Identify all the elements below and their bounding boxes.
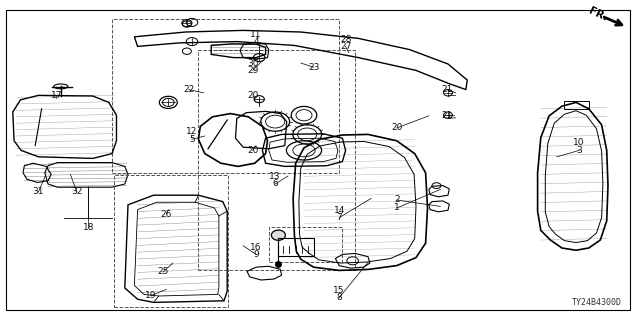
Text: FR.: FR. bbox=[588, 6, 609, 23]
Text: 30: 30 bbox=[247, 59, 259, 68]
Text: 8: 8 bbox=[337, 293, 342, 302]
Text: 10: 10 bbox=[573, 138, 585, 147]
Bar bbox=[278, 238, 314, 256]
Text: 11: 11 bbox=[250, 30, 262, 39]
Text: 20: 20 bbox=[391, 124, 403, 132]
Text: 2: 2 bbox=[394, 196, 399, 204]
Text: 3: 3 bbox=[577, 146, 582, 155]
Text: 29: 29 bbox=[247, 66, 259, 75]
Text: 22: 22 bbox=[183, 85, 195, 94]
Text: 7: 7 bbox=[337, 213, 342, 222]
Bar bbox=[564, 101, 589, 109]
Text: 4: 4 bbox=[253, 37, 259, 46]
Text: 16: 16 bbox=[250, 243, 262, 252]
Text: 21: 21 bbox=[441, 111, 452, 120]
Text: 20: 20 bbox=[247, 146, 259, 155]
Text: 23: 23 bbox=[308, 63, 319, 72]
Text: 25: 25 bbox=[157, 268, 169, 276]
Text: 14: 14 bbox=[333, 206, 345, 215]
Text: 15: 15 bbox=[333, 286, 345, 295]
Text: 13: 13 bbox=[269, 172, 281, 181]
Text: 26: 26 bbox=[161, 210, 172, 219]
Text: 18: 18 bbox=[83, 223, 94, 232]
Text: 21: 21 bbox=[441, 85, 452, 94]
Text: 6: 6 bbox=[273, 180, 278, 188]
Text: 9: 9 bbox=[253, 250, 259, 259]
Text: 1: 1 bbox=[394, 204, 399, 212]
Bar bbox=[114, 175, 228, 307]
Bar bbox=[112, 19, 339, 173]
Text: 31: 31 bbox=[33, 188, 44, 196]
Text: 5: 5 bbox=[189, 135, 195, 144]
Text: 19: 19 bbox=[145, 292, 156, 300]
Bar bbox=[269, 227, 342, 262]
Text: 12: 12 bbox=[186, 127, 198, 136]
Text: TY24B4300D: TY24B4300D bbox=[572, 298, 622, 307]
Text: 28: 28 bbox=[340, 35, 351, 44]
Text: 17: 17 bbox=[51, 92, 62, 100]
Text: 27: 27 bbox=[340, 42, 351, 51]
Bar bbox=[198, 50, 355, 270]
Text: 20: 20 bbox=[247, 92, 259, 100]
Ellipse shape bbox=[271, 230, 285, 240]
Text: 32: 32 bbox=[71, 188, 83, 196]
